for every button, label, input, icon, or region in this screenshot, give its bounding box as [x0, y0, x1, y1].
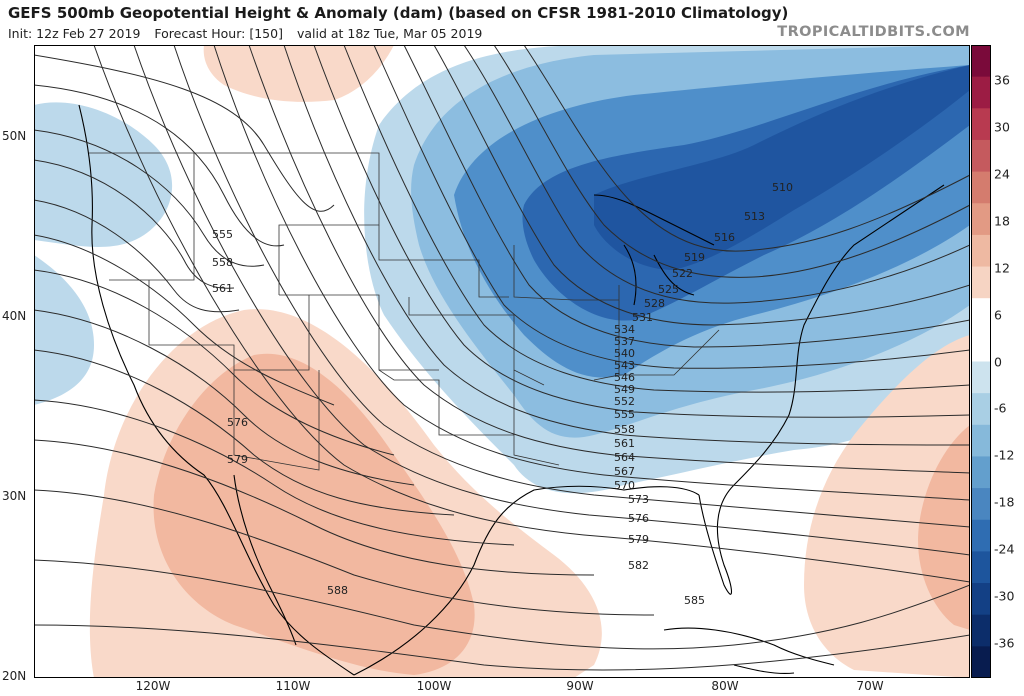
colorbar-swatch: [971, 76, 991, 109]
colorbar-tick-label: -30: [994, 588, 1015, 604]
colorbar-swatch: [971, 424, 991, 457]
forecast-info: Init: 12z Feb 27 2019 Forecast Hour: [15…: [8, 26, 492, 41]
lon-label: 70W: [856, 679, 884, 693]
colorbar-swatch: [971, 393, 991, 426]
coastlines: [78, 104, 945, 676]
colorbar-swatch: [971, 361, 991, 394]
colorbar-tick-label: -24: [994, 541, 1015, 557]
colorbar-swatch: [971, 108, 991, 141]
colorbar-swatch: [971, 551, 991, 584]
colorbar-swatch: [971, 519, 991, 552]
contour-label: 555: [614, 408, 635, 421]
contour-label: 513: [744, 210, 765, 223]
contour-label: 546: [614, 371, 635, 384]
colorbar-swatch: [971, 234, 991, 268]
forecast-hour: Forecast Hour: [150]: [154, 26, 283, 41]
map-frame: [34, 45, 970, 678]
colorbar-tick-label: -6: [994, 400, 1007, 416]
state-borders: [89, 152, 720, 471]
contour-label: 543: [614, 359, 635, 372]
lon-label: 120W: [135, 679, 171, 693]
map-panel: 510 513 516 519 522 525 528 531 534 537 …: [34, 45, 970, 678]
contour-label: 573: [628, 493, 649, 506]
contour-label: 576: [227, 416, 248, 429]
chart-title: GEFS 500mb Geopotential Height & Anomaly…: [8, 4, 789, 22]
colorbar-swatch: [971, 45, 991, 78]
colorbar-swatch: [971, 171, 991, 204]
colorbar-swatch: [971, 266, 991, 299]
contour-label: 567: [614, 465, 635, 478]
anomaly-negative-southwest: [34, 255, 94, 405]
contour-label: 564: [614, 451, 635, 464]
colorbar-tick-label: -36: [994, 635, 1015, 651]
contour-label: 561: [212, 282, 233, 295]
lon-label: 110W: [275, 679, 311, 693]
lat-label: 50N: [2, 129, 27, 143]
colorbar: [971, 45, 991, 678]
anomaly-negative-northwest: [34, 102, 173, 247]
colorbar-tick-label: 36: [994, 72, 1010, 88]
contour-label: 555: [212, 228, 233, 241]
lat-label: 40N: [2, 309, 27, 323]
colorbar-tick-label: 12: [994, 260, 1010, 276]
colorbar-tick-label: 0: [994, 354, 1002, 369]
lon-label: 100W: [416, 679, 452, 693]
contour-label: 558: [614, 423, 635, 436]
init-time: Init: 12z Feb 27 2019: [8, 26, 141, 41]
contour-label: 558: [212, 256, 233, 269]
colorbar-swatch: [971, 203, 991, 236]
colorbar-swatch: [971, 614, 991, 647]
colorbar-tick-label: -18: [994, 494, 1015, 510]
colorbar-tick-label: 6: [994, 307, 1002, 323]
contour-label: 525: [658, 283, 679, 296]
height-contours: [34, 45, 970, 671]
colorbar-tick-label: -12: [994, 447, 1015, 463]
colorbar-tick-label: 24: [994, 166, 1010, 182]
colorbar-swatch: [971, 583, 991, 616]
contour-label: 576: [628, 512, 649, 525]
colorbar-swatch: [971, 646, 991, 678]
contour-label: 579: [628, 533, 649, 546]
contour-label: 588: [327, 584, 348, 597]
lat-label: 30N: [2, 489, 27, 503]
contour-label: 516: [714, 231, 735, 244]
contour-label: 522: [672, 267, 693, 280]
colorbar-swatch: [971, 298, 991, 331]
colorbar-tick-label: 30: [994, 119, 1010, 135]
contour-label: 528: [644, 297, 665, 310]
contour-label: 585: [684, 594, 705, 607]
contour-label: 570: [614, 479, 635, 492]
site-brand: TROPICALTIDBITS.COM: [777, 24, 970, 40]
contour-label: 537: [614, 335, 635, 348]
contour-label: 582: [628, 559, 649, 572]
colorbar-tick-label: 18: [994, 213, 1010, 229]
lon-label: 80W: [711, 679, 739, 693]
contour-labels: 510 513 516 519 522 525 528 531 534 537 …: [212, 181, 793, 607]
contour-label: 531: [632, 311, 653, 324]
contour-label: 549: [614, 383, 635, 396]
colorbar-swatch: [971, 329, 991, 362]
colorbar-swatch: [971, 488, 991, 521]
colorbar-swatch: [971, 139, 991, 173]
contour-label: 579: [227, 453, 248, 466]
contour-label: 519: [684, 251, 705, 264]
lat-label: 20N: [2, 669, 27, 683]
anomaly-positive-plains-north: [203, 45, 394, 102]
contour-label: 510: [772, 181, 793, 194]
anomaly-positive-atlantic: [804, 335, 970, 678]
contour-label: 540: [614, 347, 635, 360]
lon-label: 90W: [566, 679, 594, 693]
valid-time: valid at 18z Tue, Mar 05 2019: [296, 26, 483, 41]
anomaly-negative-darkest: [594, 65, 970, 270]
contour-label: 561: [614, 437, 635, 450]
colorbar-swatch: [971, 456, 991, 489]
anomaly-positive-atlantic-core: [918, 425, 970, 630]
contour-label: 552: [614, 395, 635, 408]
contour-label: 534: [614, 323, 635, 336]
